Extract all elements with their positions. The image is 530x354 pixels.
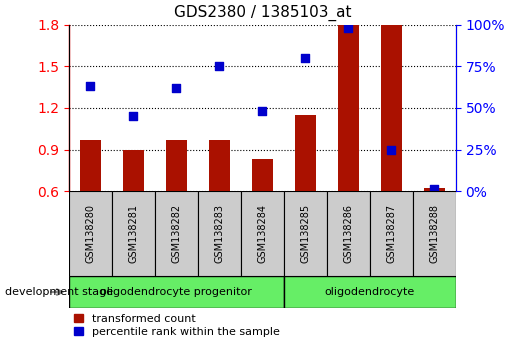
Text: GSM138287: GSM138287 [386, 204, 396, 263]
Bar [327, 191, 370, 276]
Bar [284, 191, 327, 276]
Bar [198, 191, 241, 276]
Point [301, 55, 310, 61]
Bar [122, 149, 144, 191]
Text: GSM138284: GSM138284 [258, 204, 267, 263]
Bar [69, 191, 112, 276]
Point [344, 25, 352, 31]
Point [258, 108, 267, 114]
Text: oligodendrocyte progenitor: oligodendrocyte progenitor [100, 287, 252, 297]
Bar [155, 191, 198, 276]
Bar [338, 25, 359, 191]
Text: GSM138285: GSM138285 [301, 204, 311, 263]
Point [387, 147, 395, 152]
Bar [381, 25, 402, 191]
Bar [423, 188, 445, 191]
Text: GSM138288: GSM138288 [429, 204, 439, 263]
Bar [284, 276, 456, 308]
Bar [241, 191, 284, 276]
Bar [165, 140, 187, 191]
Title: GDS2380 / 1385103_at: GDS2380 / 1385103_at [174, 5, 351, 21]
Bar [295, 115, 316, 191]
Bar [209, 140, 230, 191]
Bar [80, 140, 101, 191]
Legend: transformed count, percentile rank within the sample: transformed count, percentile rank withi… [74, 314, 280, 337]
Point [172, 85, 181, 91]
Text: GSM138282: GSM138282 [171, 204, 181, 263]
Point [129, 113, 138, 119]
Bar [370, 191, 413, 276]
Text: development stage: development stage [5, 287, 113, 297]
Bar [112, 191, 155, 276]
Text: GSM138281: GSM138281 [128, 204, 138, 263]
Bar [252, 159, 273, 191]
Text: GSM138283: GSM138283 [214, 204, 224, 263]
Text: oligodendrocyte: oligodendrocyte [325, 287, 415, 297]
Point [215, 64, 224, 69]
Bar [69, 276, 284, 308]
Point [86, 84, 95, 89]
Text: GSM138280: GSM138280 [85, 204, 95, 263]
Point [430, 187, 438, 192]
Bar [413, 191, 456, 276]
Text: GSM138286: GSM138286 [343, 204, 354, 263]
